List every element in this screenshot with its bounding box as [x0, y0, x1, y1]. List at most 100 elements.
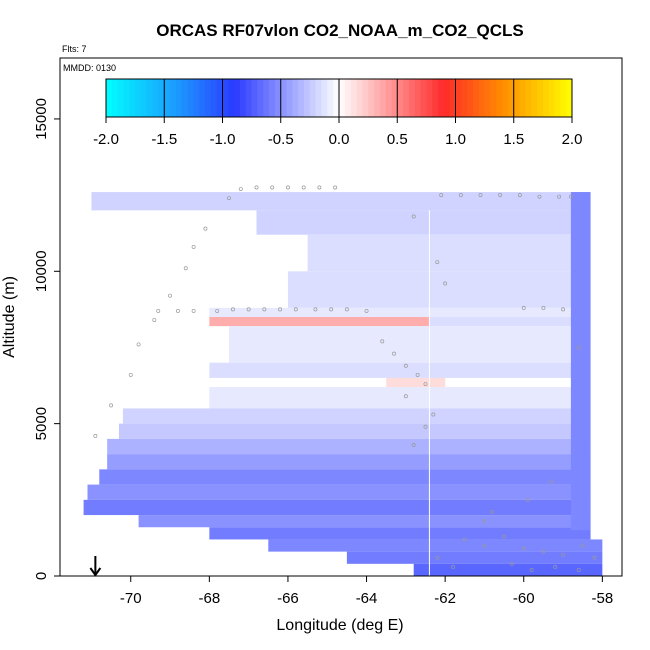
colorbar-segment [315, 79, 323, 117]
track-point-36 [431, 412, 436, 417]
colorbar-segment [397, 79, 404, 117]
track-point-68 [435, 555, 440, 560]
track-point-21 [230, 307, 235, 312]
colorbar-segment [403, 79, 410, 117]
colorbar-segment [472, 79, 480, 117]
colorbar-segment [164, 79, 171, 117]
track-point-43 [458, 193, 463, 198]
y-tick-label: 15000 [33, 98, 50, 140]
heatmap-layer-21 [346, 551, 603, 564]
track-point-39 [443, 281, 448, 286]
date-note: MMDD: 0130 [63, 63, 116, 73]
colorbar-segment [443, 79, 451, 117]
colorbar-segment [513, 79, 521, 117]
colorbar-segment [117, 79, 124, 117]
chart-title: ORCAS RF07vlon CO2_NOAA_m_CO2_QCLS [156, 21, 523, 40]
heatmap-layer-10 [209, 387, 591, 409]
colorbar-segment [199, 79, 206, 117]
heatmap-layer-6 [429, 317, 591, 327]
x-tick-label: -66 [277, 590, 299, 607]
colorbar-segment [216, 79, 223, 117]
colorbar-segment [245, 79, 253, 117]
track-point-58 [521, 546, 526, 551]
colorbar-segment [106, 79, 113, 117]
heatmap-layer-19 [209, 527, 591, 540]
track-point-1 [109, 403, 114, 408]
track-point-29 [364, 308, 369, 313]
track-point-8 [191, 244, 196, 249]
track-point-24 [278, 307, 283, 312]
track-point-52 [561, 307, 565, 312]
x-tick-label: -64 [356, 590, 378, 607]
colorbar-segment [379, 79, 387, 117]
x-tick-label: -60 [513, 590, 535, 607]
track-point-62 [592, 555, 597, 560]
colorbar-tick-label: 1.0 [445, 131, 466, 148]
track-point-20 [215, 308, 220, 313]
colorbar-segment [129, 79, 136, 117]
colorbar-segment [123, 79, 130, 117]
colorbar-segment [461, 79, 468, 117]
colorbar-segment [449, 79, 456, 117]
x-axis-label: Longitude (deg E) [276, 617, 403, 634]
colorbar-segment [187, 79, 194, 117]
colorbar-tick-label: 2.0 [562, 131, 583, 148]
colorbar-segment [146, 79, 154, 117]
heatmap-layer-7 [228, 326, 591, 363]
colorbar-segment [251, 79, 258, 117]
colorbar-segment [537, 79, 544, 117]
track-point-41 [411, 214, 416, 219]
track-point-26 [313, 307, 318, 312]
colorbar-segment [455, 79, 462, 117]
track-point-63 [510, 561, 514, 566]
track-point-0 [93, 433, 98, 438]
y-tick-label: 5000 [33, 407, 50, 440]
plot-area [83, 185, 603, 577]
y-axis: 0 5000 10000 15000 [33, 98, 60, 580]
colorbar-segment [274, 79, 282, 117]
x-axis: -70 -68 -66 -64 -62 -60 -58 [120, 576, 613, 607]
x-tick-label: -68 [198, 590, 220, 607]
colorbar-segment [239, 79, 247, 117]
colorbar-tick-label: 0.5 [387, 131, 408, 148]
x-tick-label: -58 [592, 590, 614, 607]
colorbar-segment [140, 79, 148, 117]
track-point-33 [415, 372, 420, 377]
colorbar-segment [205, 79, 212, 117]
flights-note: Flts: 7 [62, 44, 87, 54]
track-point-28 [344, 307, 349, 312]
colorbar-segment [362, 79, 369, 117]
heatmap-layer-5 [209, 317, 430, 327]
colorbar-segment [234, 79, 241, 117]
colorbar-segment [560, 79, 567, 117]
colorbar-segment [111, 79, 119, 117]
track-point-61 [580, 543, 585, 548]
track-point-30 [380, 339, 385, 344]
heatmap-layer-9 [386, 377, 446, 388]
colorbar-segment [478, 79, 486, 117]
colorbar-segment [484, 79, 491, 117]
colorbar-segment [542, 79, 550, 117]
track-point-13 [270, 185, 275, 190]
colorbar-segment [531, 79, 538, 117]
colorbar-segment [339, 79, 346, 117]
y-tick-label: 0 [33, 572, 50, 580]
track-point-18 [175, 308, 180, 313]
colorbar-segment [135, 79, 142, 117]
colorbar-segment [391, 79, 398, 117]
colorbar-segment [420, 79, 427, 117]
colorbar-segment [333, 79, 340, 117]
track-point-9 [203, 226, 208, 231]
track-point-11 [238, 187, 243, 191]
track-point-59 [541, 549, 546, 554]
colorbar-segment [385, 79, 392, 117]
track-point-27 [329, 307, 334, 312]
heatmap-layer-18 [138, 515, 591, 528]
track-point-53 [576, 345, 581, 350]
heatmap-layer-14 [107, 454, 591, 470]
track-point-6 [168, 293, 172, 298]
heatmap-layer-20 [268, 539, 603, 552]
colorbar-segment [170, 79, 177, 117]
colorbar-segment [222, 79, 229, 117]
